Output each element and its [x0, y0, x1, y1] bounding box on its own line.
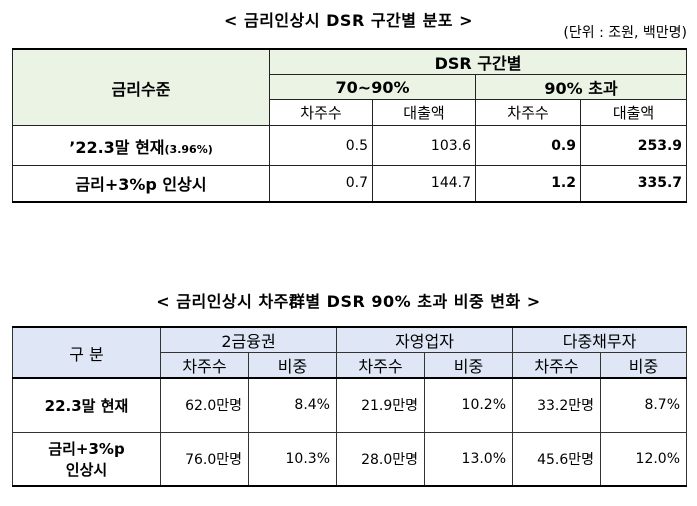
row-label: 22.3말 현재: [12, 377, 161, 433]
cell-value: 45.6만명: [512, 431, 602, 487]
group-header-multiple-debtors: 다중채무자: [512, 326, 688, 353]
table-row: 금리+3%p 인상시 76.0만명 10.3% 28.0만명 13.0% 45.…: [12, 431, 688, 487]
group-header-self-employed: 자영업자: [335, 326, 514, 353]
cell-value: 0.7: [269, 165, 373, 203]
row-label-rate: (3.96%): [164, 142, 213, 156]
cell-value: 335.7: [579, 165, 688, 203]
unit-note: (단위 : 조원, 백만명): [563, 25, 687, 41]
row-label: 금리+3%p 인상시: [12, 431, 161, 487]
cell-value: 10.3%: [248, 431, 337, 487]
table-row: 금리+3%p 인상시 0.7 144.7 1.2 335.7: [12, 165, 688, 203]
dsr-band-header: DSR 구간별: [268, 48, 688, 75]
row-label-main: ’22.3말 현재: [69, 137, 165, 157]
row-label: 금리+3%p 인상시: [12, 165, 270, 203]
cell-value: 0.9: [475, 125, 581, 166]
subheader-borrowers: 차주수: [512, 352, 602, 379]
table-row: 22.3말 현재 62.0만명 8.4% 21.9만명 10.2% 33.2만명…: [12, 377, 688, 433]
subheader-loan-amount: 대출액: [579, 99, 688, 126]
cell-value: 144.7: [372, 165, 476, 203]
subheader-borrowers: 차주수: [336, 352, 425, 379]
table1-title: < 금리인상시 DSR 구간별 분포 >: [224, 11, 473, 30]
cell-value: 8.7%: [600, 377, 688, 433]
subheader-share: 비중: [248, 352, 337, 379]
table2-title: < 금리인상시 차주群별 DSR 90% 초과 비중 변화 >: [156, 292, 541, 311]
borrower-group-table: 구 분 2금융권 자영업자 다중채무자 차주수 비중 차주수 비중 차주수 비중…: [12, 326, 688, 487]
cell-value: 10.2%: [423, 377, 514, 433]
row-label-line1: 금리+3%p: [48, 439, 125, 458]
subheader-borrowers: 차주수: [160, 352, 249, 379]
subheader-borrowers: 차주수: [475, 99, 581, 126]
row-label-line2: 인상시: [65, 460, 108, 479]
row-label: ’22.3말 현재(3.96%): [12, 125, 270, 166]
cell-value: 8.4%: [248, 377, 337, 433]
cell-value: 253.9: [579, 125, 688, 166]
cell-value: 103.6: [372, 125, 476, 166]
cell-value: 13.0%: [423, 431, 514, 487]
cell-value: 62.0만명: [160, 377, 249, 433]
subheader-share: 비중: [423, 352, 514, 379]
cell-value: 33.2만명: [512, 377, 602, 433]
cell-value: 1.2: [475, 165, 581, 203]
category-header: 구 분: [12, 326, 161, 379]
cell-value: 12.0%: [600, 431, 688, 487]
subheader-share: 비중: [600, 352, 688, 379]
rate-level-header: 금리수준: [12, 48, 270, 126]
cell-value: 21.9만명: [336, 377, 425, 433]
cell-value: 28.0만명: [336, 431, 425, 487]
subheader-loan-amount: 대출액: [372, 99, 476, 126]
table-row: ’22.3말 현재(3.96%) 0.5 103.6 0.9 253.9: [12, 125, 688, 166]
group-header-secondary-finance: 2금융권: [160, 326, 337, 353]
band-70-90-header: 70~90%: [269, 74, 476, 100]
dsr-distribution-table: 금리수준 DSR 구간별 70~90% 90% 초과 차주수 대출액 차주수 대…: [12, 48, 688, 203]
cell-value: 0.5: [269, 125, 373, 166]
subheader-borrowers: 차주수: [269, 99, 373, 126]
cell-value: 76.0만명: [160, 431, 249, 487]
band-over-90-header: 90% 초과: [474, 74, 688, 100]
